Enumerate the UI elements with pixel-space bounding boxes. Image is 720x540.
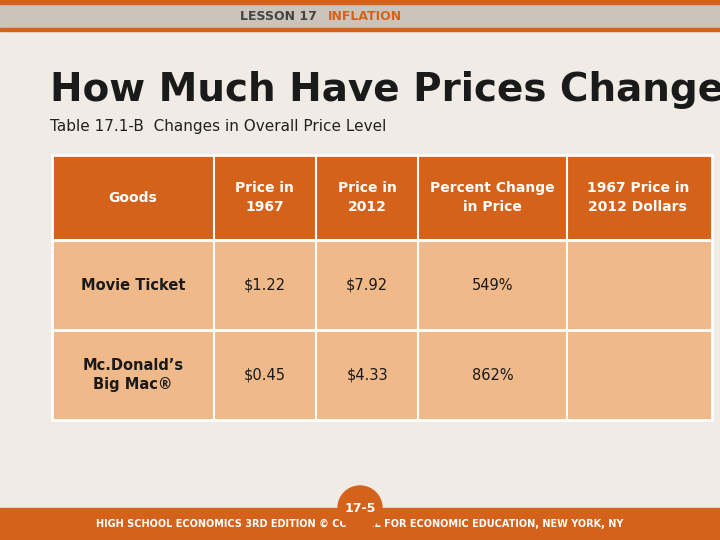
Text: $0.45: $0.45 <box>244 368 286 382</box>
Text: How Much Have Prices Changed?: How Much Have Prices Changed? <box>50 71 720 109</box>
Text: Movie Ticket: Movie Ticket <box>81 278 185 293</box>
Text: $1.22: $1.22 <box>244 278 286 293</box>
Circle shape <box>338 486 382 530</box>
Text: HIGH SCHOOL ECONOMICS 3RD EDITION © COUNCIL FOR ECONOMIC EDUCATION, NEW YORK, NY: HIGH SCHOOL ECONOMICS 3RD EDITION © COUN… <box>96 519 624 529</box>
Text: Price in
1967: Price in 1967 <box>235 181 294 214</box>
Text: 549%: 549% <box>472 278 513 293</box>
Text: $4.33: $4.33 <box>346 368 388 382</box>
Bar <box>52 330 712 420</box>
Bar <box>52 155 712 420</box>
Text: 17-5: 17-5 <box>344 502 376 515</box>
Bar <box>0 28 720 31</box>
Bar <box>52 240 712 330</box>
Bar <box>52 155 712 240</box>
Text: $7.92: $7.92 <box>346 278 388 293</box>
Bar <box>0 0 720 4</box>
Text: Table 17.1-B  Changes in Overall Price Level: Table 17.1-B Changes in Overall Price Le… <box>50 119 387 134</box>
Text: LESSON 17: LESSON 17 <box>240 10 317 23</box>
Text: INFLATION: INFLATION <box>328 10 402 23</box>
Text: 862%: 862% <box>472 368 513 382</box>
Bar <box>0 508 720 540</box>
Text: 1967 Price in
2012 Dollars: 1967 Price in 2012 Dollars <box>587 181 689 214</box>
Text: Price in
2012: Price in 2012 <box>338 181 397 214</box>
Text: Goods: Goods <box>109 191 157 205</box>
Text: Percent Change
in Price: Percent Change in Price <box>431 181 555 214</box>
Text: Mc.Donald’s
Big Mac®: Mc.Donald’s Big Mac® <box>82 358 184 392</box>
Bar <box>0 4 720 28</box>
